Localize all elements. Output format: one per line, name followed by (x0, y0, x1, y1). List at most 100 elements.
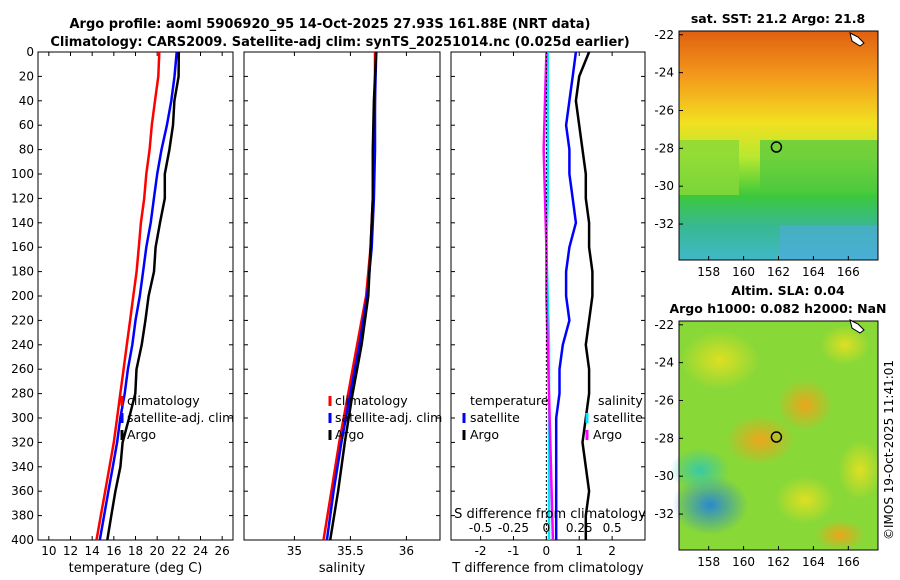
legend-label: Argo (127, 427, 156, 442)
series-line-satellite-adj.-clim (98, 51, 178, 541)
series-line-argo (328, 51, 378, 541)
series-line-argo (106, 51, 181, 541)
map-y-tick-label: -24 (654, 66, 674, 80)
y-tick-label: 40 (19, 94, 34, 108)
map-x-tick-label: 164 (802, 555, 825, 569)
sla-map-axes: 158 160 162 164 166 -22 -24 -26 -28 -30 -32 (654, 318, 859, 569)
map-y-tick-label: -32 (654, 217, 674, 231)
y-tick-label: 200 (11, 289, 34, 303)
legend-label: climatology (335, 393, 408, 408)
x-tick-label: 35.5 (337, 544, 364, 558)
sst-map-axes: 158 160 162 164 166 -22 -24 -26 -28 -30 -32 (654, 28, 859, 279)
sla-map: Altim. SLA: 0.04 Argo h1000: 0.082 h2000… (654, 283, 886, 569)
temperature-panel: 0 20 40 60 80 100 120 140 160 180 200 220 240 260 280 3… (11, 45, 234, 576)
y-tick-label: 380 (11, 509, 34, 523)
series-line-temperature-argo (574, 51, 594, 540)
legend-label: satellite-adj. clim (335, 410, 442, 425)
sla-blob (777, 379, 833, 431)
difference-panel: -2 -1 0 1 2 T difference from climatology -0.5… (450, 51, 646, 576)
x-axis-label: T difference from climatology (451, 561, 644, 576)
sst-patch (780, 225, 878, 260)
panel-frame (37, 51, 234, 541)
sla-map-subtitle: Argo h1000: 0.082 h2000: NaN (669, 301, 886, 316)
y-tick-label: 140 (11, 216, 34, 230)
y-tick-label: 60 (19, 118, 34, 132)
y-tick-label: 0 (26, 45, 34, 59)
y-tick-label: 100 (11, 167, 34, 181)
x-tick-label: 16 (106, 544, 121, 558)
y-tick-label: 220 (11, 313, 34, 327)
legend-label: Argo (470, 427, 499, 442)
x-tick-label: 2 (608, 544, 616, 558)
map-y-tick-label: -26 (654, 103, 674, 117)
y-tick-label: 120 (11, 191, 34, 205)
map-y-tick-label: -28 (654, 141, 674, 155)
map-y-tick-label: -28 (654, 431, 674, 445)
x-tick-label: 36 (399, 544, 414, 558)
y-tick-label: 340 (11, 460, 34, 474)
y-tick-label: 180 (11, 265, 34, 279)
sst-map: sat. SST: 21.2 Argo: 21.8 158 160 162 164 16… (654, 11, 879, 279)
x2-tick-label: 0 (543, 521, 551, 535)
x-tick-label: 12 (63, 544, 78, 558)
y-tick-label: 80 (19, 143, 34, 157)
x-axis-label: temperature (deg C) (69, 561, 203, 576)
x-tick-label: 10 (41, 544, 56, 558)
map-y-tick-label: -22 (654, 28, 674, 42)
sla-blob (680, 330, 760, 390)
y-tick-label: 360 (11, 484, 34, 498)
map-y-tick-label: -30 (654, 179, 674, 193)
x-tick-label: 14 (85, 544, 100, 558)
x2-tick-label: 0.25 (566, 521, 593, 535)
map-y-tick-label: -26 (654, 393, 674, 407)
series-line-salinity-satellite (545, 52, 551, 540)
island-shape (849, 319, 865, 334)
figure-title-line1: Argo profile: aoml 5906920_95 14-Oct-202… (70, 17, 591, 32)
x-tick-label: 26 (215, 544, 230, 558)
argo-position-marker (770, 431, 783, 443)
x-tick-label: 24 (193, 544, 208, 558)
y-tick-label: 20 (19, 69, 34, 83)
sst-patch (679, 140, 739, 195)
map-y-tick-label: -30 (654, 469, 674, 483)
x2-tick-label: -0.25 (498, 521, 529, 535)
argo-position-marker (770, 141, 783, 153)
map-x-tick-label: 158 (697, 265, 720, 279)
x-tick-label: 0 (543, 544, 551, 558)
island-shape (849, 32, 865, 47)
map-x-tick-label: 160 (732, 555, 755, 569)
sla-blob (775, 476, 835, 524)
map-x-tick-label: 162 (767, 555, 790, 569)
map-x-tick-label: 166 (837, 555, 860, 569)
x2-tick-label: -0.5 (469, 521, 492, 535)
legend-label: climatology (127, 393, 200, 408)
x2-axis-label: S difference from climatology (454, 507, 646, 522)
sst-patch (760, 140, 878, 190)
legend-label: satellite (593, 410, 643, 425)
sla-blob (670, 448, 730, 492)
x-axis-label: salinity (319, 561, 366, 576)
map-x-tick-label: 164 (802, 265, 825, 279)
series-line-climatology (95, 51, 161, 541)
y-tick-label: 260 (11, 362, 34, 376)
x-tick-label: -1 (507, 544, 519, 558)
y-tick-label: 320 (11, 435, 34, 449)
sst-map-title: sat. SST: 21.2 Argo: 21.8 (691, 11, 865, 26)
x-tick-label: 20 (150, 544, 165, 558)
sla-map-title: Altim. SLA: 0.04 (731, 283, 845, 298)
legend-title: salinity (598, 393, 643, 408)
map-y-tick-label: -24 (654, 356, 674, 370)
map-x-tick-label: 158 (697, 555, 720, 569)
salinity-panel: 35 35.5 36 salinity climatology satellite-adj… (243, 51, 442, 576)
x-tick-label: -2 (475, 544, 487, 558)
x-tick-label: 35 (287, 544, 302, 558)
y-tick-label: 240 (11, 338, 34, 352)
sla-blob (725, 415, 795, 465)
x-tick-label: 22 (171, 544, 186, 558)
sla-blob (820, 325, 870, 365)
series-line-temperature-satellite (554, 51, 578, 540)
map-x-tick-label: 160 (732, 265, 755, 279)
imos-timestamp: ©IMOS 19-Oct-2025 11:41:01 (882, 360, 896, 540)
x2-tick-label: 0.5 (603, 521, 622, 535)
